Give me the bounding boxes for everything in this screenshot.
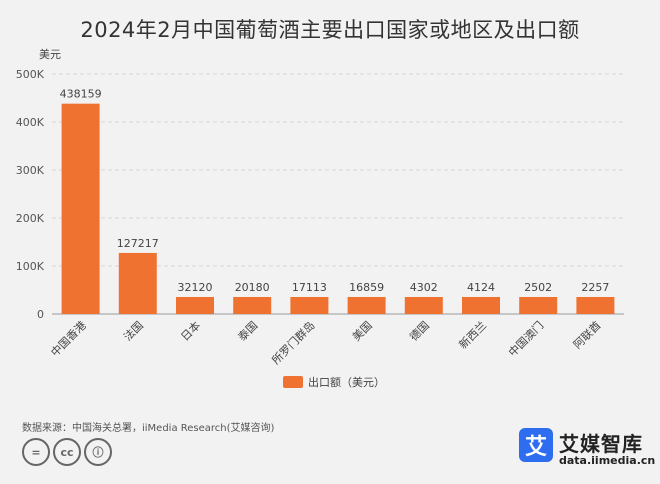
x-tick-label: 日本: [178, 318, 203, 343]
chart-title: 2024年2月中国葡萄酒主要出口国家或地区及出口额: [80, 18, 580, 42]
y-axis-label: 美元: [39, 48, 61, 61]
bar: [576, 297, 615, 314]
equals-icon: =: [22, 438, 50, 466]
y-tick-label: 100K: [16, 260, 45, 273]
data-label: 4302: [410, 281, 438, 294]
bar: [61, 103, 100, 314]
brand-logo-block: 艾 艾媒智库 data.iimedia.cn: [519, 428, 655, 472]
bar: [233, 297, 272, 314]
brand-logo-icon: 艾: [519, 428, 553, 462]
legend-swatch: [283, 376, 303, 388]
data-label: 2257: [581, 281, 609, 294]
y-tick-label: 200K: [16, 212, 45, 225]
x-tick-label: 德国: [406, 318, 431, 343]
data-label: 20180: [235, 281, 270, 294]
y-tick-label: 300K: [16, 164, 45, 177]
data-label: 4124: [467, 281, 495, 294]
x-tick-label: 中国香港: [48, 319, 88, 359]
x-tick-label: 美国: [350, 319, 375, 344]
cc-icon: cc: [53, 438, 81, 466]
bar: [404, 297, 443, 314]
data-label: 32120: [178, 281, 213, 294]
y-tick-label: 400K: [16, 116, 45, 129]
x-tick-label: 中国澳门: [505, 318, 546, 359]
y-tick-label: 500K: [16, 68, 45, 81]
brand-name: 艾媒智库: [559, 432, 643, 456]
data-label: 17113: [292, 281, 327, 294]
bar: [347, 297, 386, 314]
license-icons: = cc ⓘ: [22, 438, 112, 466]
bar: [462, 297, 500, 314]
bar: [176, 297, 214, 314]
data-label: 127217: [117, 237, 159, 250]
person-icon: ⓘ: [84, 438, 112, 466]
y-tick-label: 0: [37, 308, 44, 321]
data-label: 16859: [349, 281, 384, 294]
data-source: 数据来源：中国海关总署，iiMedia Research(艾媒咨询): [22, 423, 275, 434]
x-tick-label: 法国: [120, 318, 145, 343]
data-label: 438159: [60, 88, 102, 101]
x-tick-label: 新西兰: [456, 318, 489, 351]
legend-label: 出口额（美元）: [308, 375, 385, 389]
bar: [118, 252, 157, 314]
data-label: 2502: [524, 281, 552, 294]
brand-url: data.iimedia.cn: [559, 454, 656, 467]
bar: [290, 297, 329, 314]
x-tick-label: 所罗门群岛: [269, 318, 318, 367]
x-tick-label: 泰国: [235, 318, 260, 343]
x-tick-label: 阿联酋: [570, 318, 603, 351]
bar: [519, 297, 558, 314]
bar-chart: 美元 0 100K 200K 300K 400K 500K 438159 127217 321…: [16, 48, 624, 389]
